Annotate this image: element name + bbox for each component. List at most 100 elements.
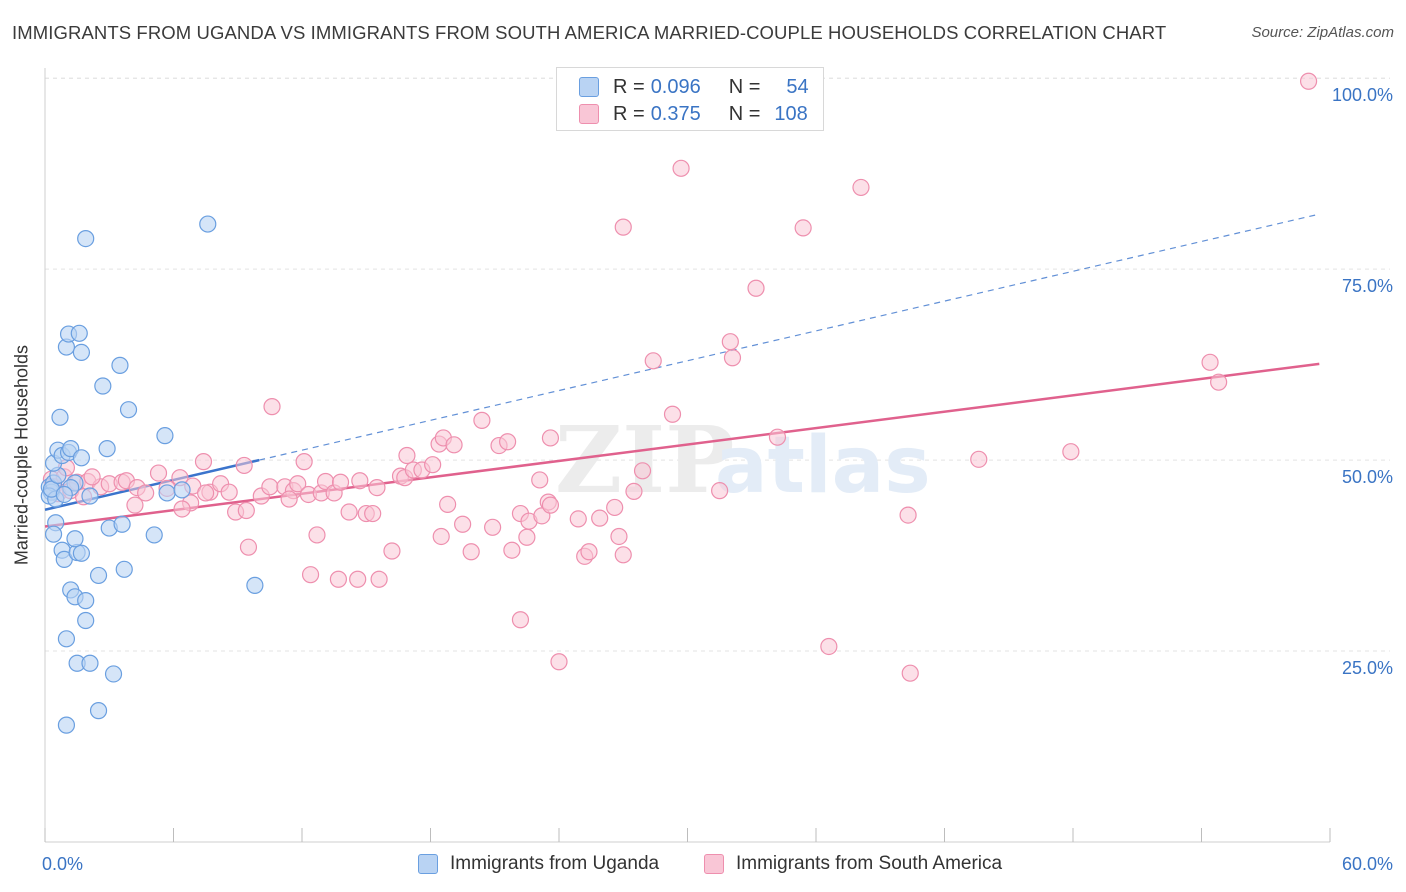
legend-n-label: N = bbox=[728, 102, 761, 125]
south-america-point bbox=[237, 501, 255, 520]
south-america-point bbox=[899, 506, 917, 524]
uganda-point bbox=[89, 566, 108, 585]
uganda-point bbox=[77, 229, 95, 248]
south-america-point bbox=[569, 510, 587, 528]
uganda-trend-extrapolation bbox=[259, 213, 1320, 461]
uganda-point bbox=[44, 525, 63, 543]
south-america-point bbox=[301, 566, 320, 584]
legend-r-value-south-america: 0.375 bbox=[650, 102, 701, 125]
south-america-point bbox=[424, 456, 442, 474]
south-america-point bbox=[499, 433, 517, 451]
uganda-point bbox=[115, 560, 133, 578]
south-america-point bbox=[484, 518, 502, 536]
bottom-legend-label-south-america: Immigrants from South America bbox=[736, 853, 1003, 874]
south-america-point bbox=[768, 428, 787, 446]
south-america-point bbox=[289, 475, 307, 493]
south-america-point bbox=[340, 503, 358, 521]
south-america-point bbox=[633, 462, 652, 480]
uganda-point bbox=[77, 611, 95, 630]
uganda-point bbox=[70, 324, 88, 342]
grid-lines bbox=[45, 77, 1390, 652]
south-america-point bbox=[445, 436, 463, 454]
south-america-point bbox=[432, 527, 450, 546]
south-america-point bbox=[83, 468, 101, 486]
uganda-point bbox=[98, 440, 116, 458]
uganda-point bbox=[51, 408, 69, 426]
south-america-point bbox=[149, 464, 168, 482]
south-america-point bbox=[1210, 373, 1228, 391]
uganda-point bbox=[81, 654, 99, 672]
south-america-point bbox=[263, 398, 281, 416]
south-america-point bbox=[614, 546, 632, 564]
bottom-legend-uganda: Immigrants from Uganda bbox=[418, 852, 659, 876]
south-america-point bbox=[197, 484, 215, 502]
axes bbox=[44, 68, 1331, 843]
south-america-point bbox=[398, 446, 416, 465]
south-america-points bbox=[42, 72, 1318, 682]
south-america-point bbox=[591, 509, 609, 527]
south-america-point bbox=[723, 349, 742, 367]
south-america-point bbox=[663, 405, 682, 423]
south-america-point bbox=[1201, 353, 1219, 371]
bottom-legend-label-uganda: Immigrants from Uganda bbox=[450, 853, 660, 874]
uganda-point bbox=[57, 716, 76, 734]
south-america-point bbox=[794, 219, 812, 237]
south-america-point bbox=[606, 498, 624, 517]
y-tick-label: 75.0% bbox=[1342, 276, 1393, 296]
bottom-legend-swatch-south-america bbox=[704, 854, 724, 874]
legend-swatch-uganda bbox=[579, 77, 599, 97]
uganda-point bbox=[246, 576, 264, 594]
south-america-point bbox=[173, 500, 191, 518]
uganda-point bbox=[158, 484, 176, 502]
south-america-point bbox=[1299, 72, 1318, 90]
uganda-point bbox=[77, 592, 95, 610]
south-america-point bbox=[473, 411, 491, 429]
south-america-point bbox=[235, 456, 253, 475]
south-america-point bbox=[368, 478, 386, 497]
legend-row-uganda: R = 0.096 N = 54 bbox=[579, 75, 809, 99]
south-america-point bbox=[439, 495, 457, 513]
south-america-point bbox=[351, 472, 369, 490]
south-america-point bbox=[541, 496, 560, 514]
uganda-point bbox=[81, 487, 99, 505]
y-tick-label: 25.0% bbox=[1342, 658, 1393, 678]
uganda-point bbox=[113, 515, 131, 533]
south-america-point bbox=[820, 637, 838, 656]
south-america-point bbox=[383, 542, 401, 560]
south-america-point bbox=[721, 333, 739, 351]
watermark-atlas: atlas bbox=[715, 421, 931, 511]
uganda-point bbox=[72, 544, 91, 562]
y-axis-label: Married-couple Households bbox=[11, 344, 32, 566]
south-america-point bbox=[364, 504, 382, 523]
south-america-point bbox=[580, 543, 598, 561]
south-america-point bbox=[349, 570, 367, 588]
south-america-point bbox=[295, 453, 313, 471]
uganda-point bbox=[55, 485, 73, 504]
south-america-point bbox=[126, 496, 144, 514]
chart-title: IMMIGRANTS FROM UGANDA VS IMMIGRANTS FRO… bbox=[12, 22, 1167, 43]
south-america-point bbox=[329, 570, 348, 588]
south-america-point bbox=[531, 471, 549, 489]
uganda-point bbox=[104, 665, 123, 683]
south-america-point bbox=[503, 541, 521, 559]
source-credit: Source: ZipAtlas.com bbox=[1251, 24, 1394, 41]
south-america-point bbox=[308, 526, 326, 544]
watermark-zip: ZIP bbox=[555, 406, 734, 514]
legend-row-south-america: R = 0.375 N = 108 bbox=[579, 102, 808, 126]
south-america-point bbox=[610, 527, 628, 546]
legend-r-label: R = bbox=[613, 102, 645, 125]
south-america-point bbox=[454, 515, 472, 533]
south-america-point bbox=[541, 429, 560, 447]
uganda-point bbox=[72, 343, 91, 361]
south-america-point bbox=[550, 653, 568, 671]
south-america-point bbox=[614, 218, 632, 236]
south-america-point bbox=[518, 528, 536, 546]
south-america-point bbox=[672, 159, 690, 177]
bottom-legend-swatch-uganda bbox=[418, 854, 438, 874]
legend-r-label: R = bbox=[613, 75, 645, 98]
uganda-point bbox=[72, 449, 91, 467]
x-tick-label-min: 0.0% bbox=[42, 854, 83, 874]
south-america-point bbox=[370, 570, 388, 588]
south-america-point bbox=[970, 450, 988, 468]
